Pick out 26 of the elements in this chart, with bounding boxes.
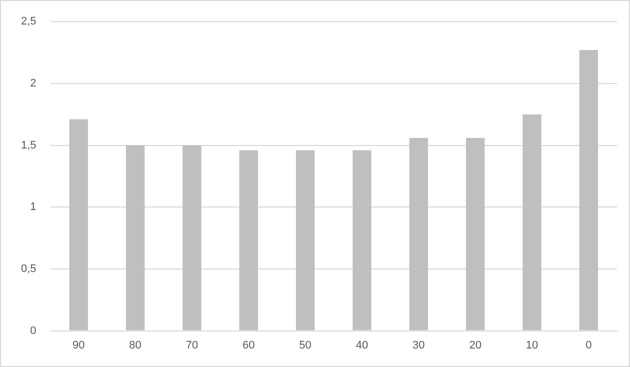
bar xyxy=(466,138,485,330)
x-tick-label: 90 xyxy=(72,339,85,352)
x-tick-label: 0 xyxy=(586,339,592,352)
x-tick-label: 40 xyxy=(356,339,368,352)
x-tick-label: 10 xyxy=(526,339,538,352)
x-tick-label: 30 xyxy=(412,339,425,352)
bar xyxy=(352,150,372,330)
y-tick-label: 0,5 xyxy=(20,262,36,275)
bar xyxy=(522,114,542,330)
bar xyxy=(182,145,202,330)
bar xyxy=(296,150,315,330)
y-tick-label: 0 xyxy=(30,324,36,337)
x-tick-label: 60 xyxy=(242,339,255,352)
bar xyxy=(239,150,258,330)
x-tick-label: 50 xyxy=(299,339,312,352)
bar xyxy=(69,119,88,330)
x-tick-label: 20 xyxy=(469,339,482,352)
y-tick-label: 1,5 xyxy=(20,139,36,152)
x-tick-label: 70 xyxy=(186,339,198,352)
bar xyxy=(579,50,598,330)
y-tick-label: 2 xyxy=(30,77,36,90)
y-tick-label: 2,5 xyxy=(20,16,36,28)
x-tick-label: 80 xyxy=(129,339,142,352)
y-tick-label: 1 xyxy=(30,201,36,214)
bar xyxy=(126,145,145,330)
bar xyxy=(409,138,428,330)
